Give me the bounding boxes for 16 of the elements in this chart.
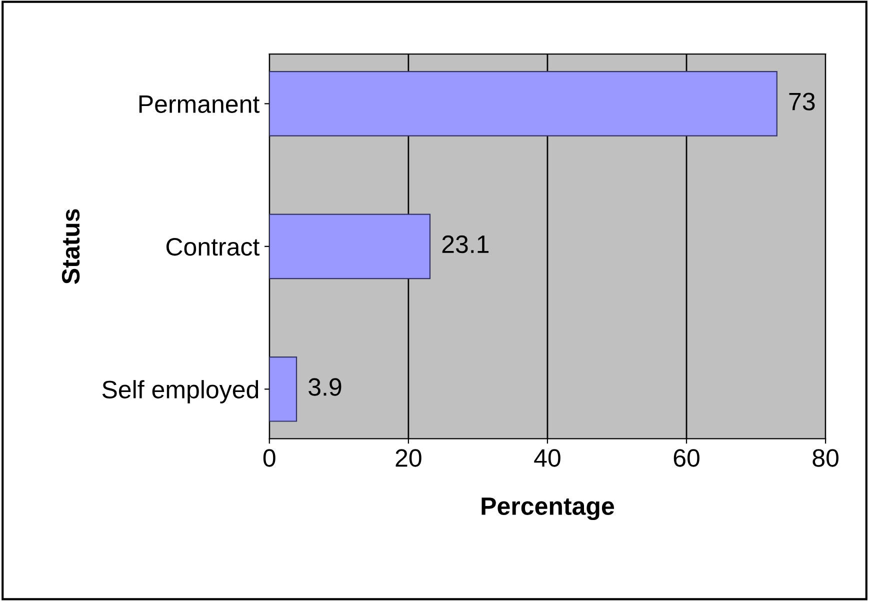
- x-tick-label: 40: [534, 449, 560, 467]
- x-tick-label: 60: [674, 449, 700, 467]
- data-label: 73: [789, 92, 815, 110]
- data-label: 23.1: [442, 235, 489, 254]
- x-tick-label: 20: [396, 449, 422, 467]
- x-tick-label: 0: [263, 449, 276, 467]
- bar: [269, 214, 431, 280]
- y-tick-label: Permanent: [139, 96, 260, 113]
- y-axis-title: Status: [62, 209, 80, 284]
- bar: [269, 71, 778, 136]
- bar: [269, 356, 298, 422]
- y-tick-label: Contract: [166, 238, 260, 256]
- data-label: 3.9: [308, 378, 342, 396]
- x-tick-label: 80: [812, 449, 838, 467]
- x-axis-title: Percentage: [482, 498, 614, 520]
- y-tick-label: Self employed: [102, 380, 258, 404]
